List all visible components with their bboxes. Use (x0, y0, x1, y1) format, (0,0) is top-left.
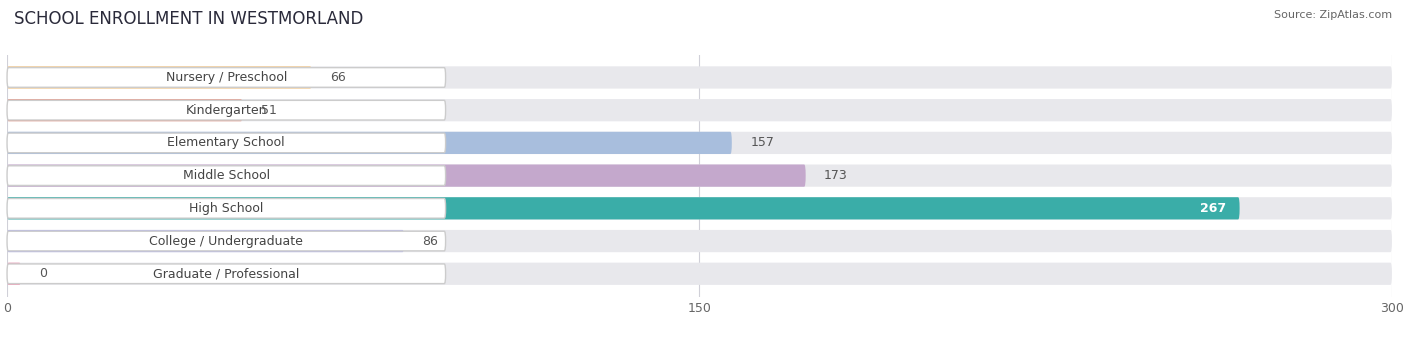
Text: College / Undergraduate: College / Undergraduate (149, 235, 304, 248)
FancyBboxPatch shape (7, 197, 1392, 220)
Text: 157: 157 (751, 136, 775, 149)
FancyBboxPatch shape (7, 100, 446, 120)
FancyBboxPatch shape (7, 99, 1392, 121)
FancyBboxPatch shape (7, 263, 1392, 285)
Text: High School: High School (190, 202, 263, 215)
Text: 267: 267 (1199, 202, 1226, 215)
Text: SCHOOL ENROLLMENT IN WESTMORLAND: SCHOOL ENROLLMENT IN WESTMORLAND (14, 10, 363, 28)
FancyBboxPatch shape (7, 132, 1392, 154)
Text: Graduate / Professional: Graduate / Professional (153, 267, 299, 280)
Text: 86: 86 (422, 235, 439, 248)
FancyBboxPatch shape (7, 263, 21, 285)
Text: 66: 66 (330, 71, 346, 84)
FancyBboxPatch shape (7, 132, 731, 154)
Text: Middle School: Middle School (183, 169, 270, 182)
Text: Kindergarten: Kindergarten (186, 104, 267, 117)
FancyBboxPatch shape (7, 231, 446, 251)
FancyBboxPatch shape (7, 230, 1392, 252)
Text: 51: 51 (262, 104, 277, 117)
FancyBboxPatch shape (7, 230, 404, 252)
Text: Nursery / Preschool: Nursery / Preschool (166, 71, 287, 84)
FancyBboxPatch shape (7, 166, 446, 186)
FancyBboxPatch shape (7, 133, 446, 153)
Text: Elementary School: Elementary School (167, 136, 285, 149)
Text: 173: 173 (824, 169, 848, 182)
FancyBboxPatch shape (7, 164, 806, 187)
FancyBboxPatch shape (7, 66, 312, 89)
FancyBboxPatch shape (7, 66, 1392, 89)
FancyBboxPatch shape (7, 198, 446, 218)
FancyBboxPatch shape (7, 68, 446, 87)
FancyBboxPatch shape (7, 164, 1392, 187)
FancyBboxPatch shape (7, 264, 446, 284)
Text: Source: ZipAtlas.com: Source: ZipAtlas.com (1274, 10, 1392, 20)
Text: 0: 0 (39, 267, 48, 280)
FancyBboxPatch shape (7, 99, 242, 121)
FancyBboxPatch shape (7, 197, 1240, 220)
